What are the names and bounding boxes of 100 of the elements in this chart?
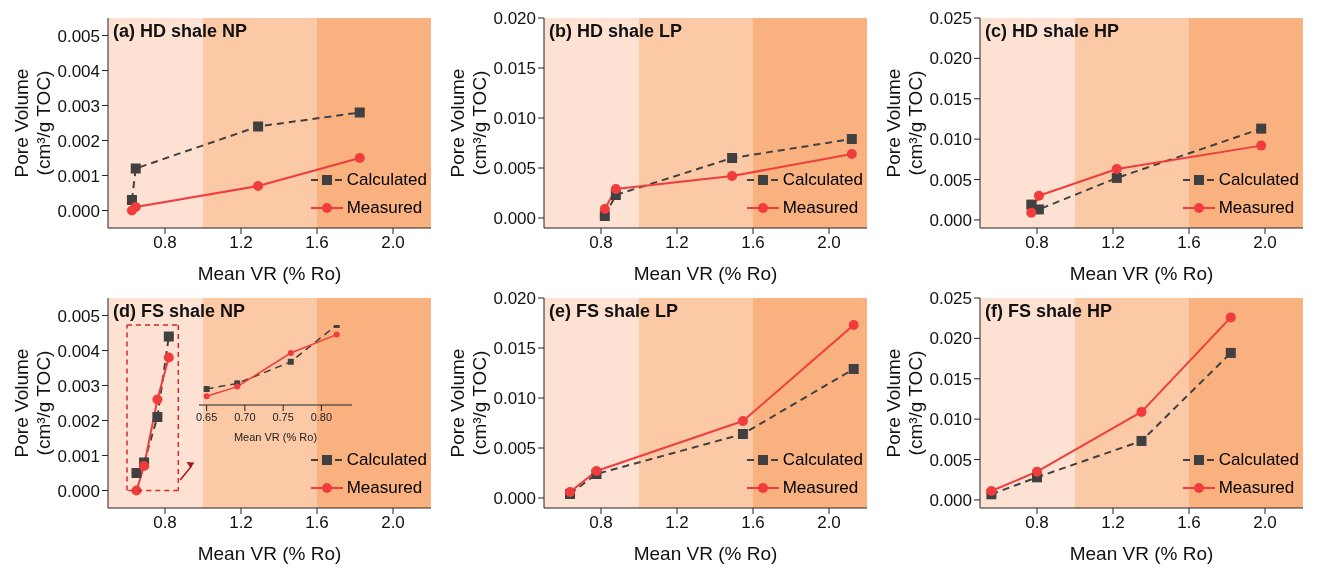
y-tick-label: 0.010: [929, 130, 972, 150]
point: [1111, 172, 1122, 183]
x-tick-label: 1.2: [1101, 513, 1125, 533]
point: [163, 352, 174, 363]
x-tick-label: 1.6: [741, 233, 765, 253]
legend-label: Calculated: [346, 450, 427, 470]
x-tick-label: 2.0: [1253, 233, 1277, 253]
y-axis-title: Pore Volume (cm³/g TOC): [11, 348, 54, 458]
point: [130, 163, 141, 174]
point: [1136, 435, 1147, 446]
x-tick-label: 1.2: [1101, 233, 1125, 253]
x-tick-label: 1.6: [1177, 233, 1201, 253]
point: [333, 331, 340, 338]
y-tick-label: 0.025: [929, 9, 972, 29]
x-tick-label: 1.2: [665, 233, 689, 253]
point: [253, 121, 264, 132]
point: [152, 394, 163, 405]
point: [737, 416, 748, 426]
legend-label: Measured: [782, 198, 859, 218]
point: [131, 468, 142, 478]
x-axis-title: Mean VR (% Ro): [197, 263, 342, 284]
y-tick-label: 0.020: [493, 289, 536, 309]
point: [354, 153, 365, 163]
y-axis-title: Pore Volume (cm³/g TOC): [883, 68, 926, 178]
point: [1136, 406, 1147, 417]
y-tick-label: 0.000: [57, 201, 100, 221]
y-tick-label: 0.001: [57, 446, 100, 466]
point: [1256, 123, 1267, 134]
point: [203, 393, 210, 400]
y-axis-title: Pore Volume (cm³/g TOC): [11, 68, 54, 178]
y-axis-title: Pore Volume (cm³/g TOC): [447, 348, 490, 458]
point: [848, 320, 859, 330]
y-tick-label: 0.003: [57, 96, 100, 116]
y-tick-label: 0.020: [493, 9, 536, 29]
x-axis-title: Mean VR (% Ro): [1069, 263, 1214, 284]
y-tick-label: 0.005: [493, 439, 536, 459]
y-tick-label: 0.005: [57, 26, 100, 46]
y-tick-label: 0.003: [57, 376, 100, 396]
x-tick-label: 2.0: [817, 513, 841, 533]
y-tick-label: 0.002: [57, 411, 100, 431]
x-axis-title: Mean VR (% Ro): [233, 431, 317, 443]
y-tick-label: 0.010: [493, 389, 536, 409]
point: [354, 107, 365, 118]
y-tick-label: 0.001: [57, 166, 100, 186]
x-axis-title: Mean VR (% Ro): [633, 543, 778, 564]
x-tick-label: 1.6: [305, 233, 329, 253]
point: [727, 171, 738, 181]
x-tick-label: 0.70: [233, 410, 256, 423]
y-tick-label: 0.005: [493, 159, 536, 179]
y-tick-label: 0.020: [929, 329, 972, 349]
x-tick-label: 0.75: [272, 410, 294, 423]
y-tick-label: 0.005: [929, 450, 972, 470]
y-axis-title: Pore Volume (cm³/g TOC): [883, 348, 926, 458]
point: [1225, 347, 1236, 358]
y-tick-label: 0.010: [493, 109, 536, 129]
point: [610, 184, 621, 194]
x-tick-label: 0.8: [589, 513, 613, 533]
point: [287, 350, 294, 356]
x-axis-title: Mean VR (% Ro): [197, 543, 342, 564]
y-tick-label: 0.000: [929, 210, 972, 230]
point: [1032, 466, 1042, 477]
chart-title: (d) FS shale NP: [113, 301, 246, 322]
y-tick-label: 0.015: [929, 369, 972, 389]
point: [1026, 207, 1037, 218]
point: [287, 358, 294, 365]
x-tick-label: 0.80: [310, 410, 332, 423]
legend-label: Calculated: [1218, 170, 1299, 190]
point: [727, 153, 738, 163]
chart-title: (e) FS shale LP: [549, 301, 679, 322]
x-tick-label: 1.2: [665, 513, 689, 533]
x-tick-label: 1.6: [305, 513, 329, 533]
x-tick-label: 0.8: [589, 233, 613, 253]
legend-label: Calculated: [1218, 450, 1299, 470]
x-tick-label: 1.6: [1177, 513, 1201, 533]
point: [139, 461, 150, 471]
legend-label: Measured: [346, 478, 423, 498]
legend-label: Measured: [346, 198, 423, 218]
y-tick-label: 0.000: [493, 209, 536, 229]
y-tick-label: 0.000: [493, 489, 536, 509]
x-tick-label: 1.2: [229, 233, 253, 253]
x-tick-label: 2.0: [381, 233, 405, 253]
y-tick-label: 0.005: [929, 170, 972, 190]
point: [846, 149, 857, 159]
legend-label: Measured: [1218, 478, 1295, 498]
point: [1111, 164, 1122, 175]
point: [203, 386, 210, 392]
point: [737, 429, 748, 439]
x-axis-title: Mean VR (% Ro): [633, 263, 778, 284]
x-tick-label: 0.8: [1025, 513, 1049, 533]
x-tick-label: 0.8: [153, 513, 177, 533]
x-tick-label: 2.0: [817, 233, 841, 253]
y-tick-label: 0.020: [929, 49, 972, 69]
y-tick-label: 0.010: [929, 410, 972, 430]
legend-label: Measured: [782, 478, 859, 498]
point: [253, 181, 264, 191]
y-tick-label: 0.000: [929, 490, 972, 510]
y-tick-label: 0.004: [57, 61, 100, 81]
y-tick-label: 0.025: [929, 289, 972, 309]
x-tick-label: 2.0: [381, 513, 405, 533]
x-tick-label: 0.8: [153, 233, 177, 253]
